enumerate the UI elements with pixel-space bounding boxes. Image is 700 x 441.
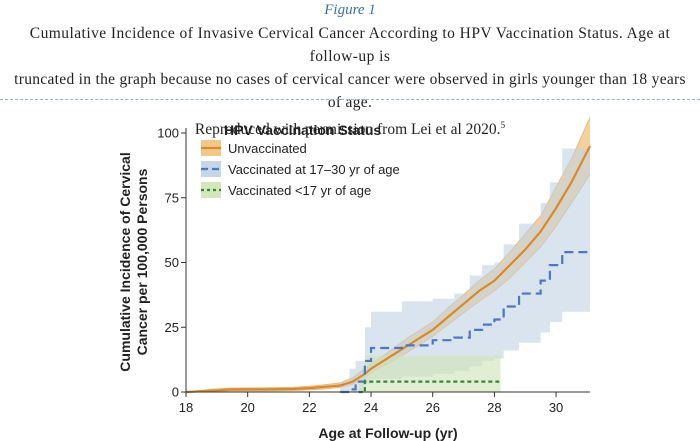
band-vaccinated-at-17-30-yr-of-age	[340, 148, 590, 392]
confidence-bands	[185, 117, 591, 393]
caption-divider	[0, 99, 700, 100]
y-axis-label-line-1: Cumulative Incidence of Cervical	[117, 152, 133, 371]
axes: 0 25 50 75 100 18 20 22 24 26 28 30	[157, 126, 590, 415]
y-tick-label-25: 25	[165, 320, 179, 335]
x-tick-label-24: 24	[364, 400, 378, 415]
y-axis-label: Cumulative Incidence of CervicalCancer p…	[117, 152, 150, 371]
legend-label-vaccinated-17-yr-of-age: Vaccinated <17 yr of age	[228, 183, 371, 198]
axis-labels: Age at Follow-up (yr) Cumulative Incidenc…	[117, 152, 458, 441]
legend-label-unvaccinated: Unvaccinated	[228, 141, 307, 156]
caption-line-2: truncated in the graph because no cases …	[14, 71, 686, 111]
caption-line-3-text: Reproduced with permission from Lei et a…	[194, 121, 501, 139]
figure-label: Figure 1	[324, 2, 376, 18]
y-tick-label-0: 0	[172, 385, 179, 400]
legend-swatch-vaccinated-17-yr-of-age	[201, 182, 221, 198]
legend-swatch-vaccinated-at-17-30-yr-of-age	[201, 161, 221, 177]
caption-line-3: Reproduced with permission from Lei et a…	[8, 114, 692, 141]
y-axis-label-line-2: Cancer per 100,000 Persons	[134, 168, 150, 355]
x-tick-label-22: 22	[302, 400, 316, 415]
caption-reference: 5	[500, 120, 506, 130]
legend: HPV Vaccination Status Unvaccinated Vaccin…	[201, 122, 400, 198]
line-unvaccinated	[185, 145, 591, 394]
legend-label-vaccinated-at-17-30-yr-of-age: Vaccinated at 17–30 yr of age	[228, 162, 400, 177]
y-tick-label-50: 50	[165, 255, 179, 270]
y-tick-label-75: 75	[165, 190, 179, 205]
x-tick-label-20: 20	[240, 400, 254, 415]
line-vaccinated-at-17-30-yr-of-age	[340, 251, 590, 394]
figure-caption: Cumulative Incidence of Invasive Cervica…	[8, 22, 692, 141]
x-axis-label: Age at Follow-up (yr)	[318, 425, 457, 441]
y-tick-label-100: 100	[157, 126, 179, 141]
x-tick-label-30: 30	[549, 400, 563, 415]
x-tick-label-18: 18	[179, 400, 193, 415]
legend-title: HPV Vaccination Status	[224, 122, 381, 138]
caption-line-1: Cumulative Incidence of Invasive Cervica…	[29, 25, 671, 65]
x-tick-label-26: 26	[425, 400, 439, 415]
x-tick-label-28: 28	[487, 400, 501, 415]
band-vaccinated-17-yr-of-age	[358, 350, 501, 392]
